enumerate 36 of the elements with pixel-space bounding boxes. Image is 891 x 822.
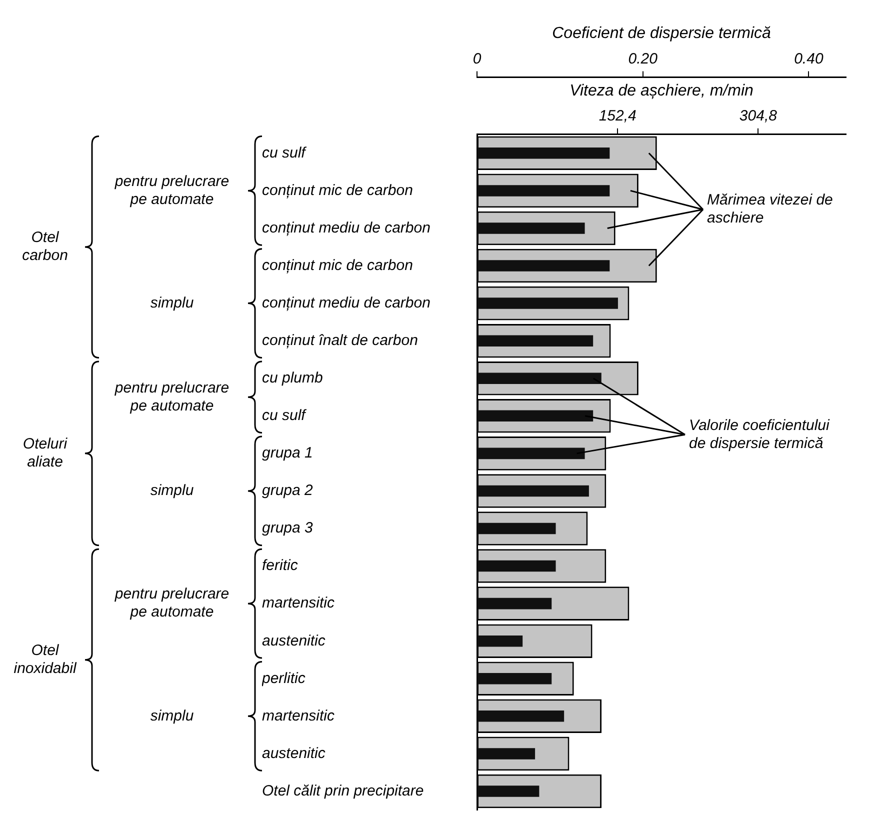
y-tick-label: conținut mediu de carbon xyxy=(262,294,430,312)
y-tick-label: martensitic xyxy=(262,594,336,612)
text: Oteluri aliate xyxy=(22,436,68,471)
text: Otel inoxidabil xyxy=(14,642,77,678)
text: simplu xyxy=(150,707,194,724)
y-tick-label: cu sulf xyxy=(262,407,308,424)
text: simplu xyxy=(150,294,194,312)
y-tick-label: conținut mediu de carbon xyxy=(262,219,430,236)
x2-tick-label: 0 xyxy=(472,50,482,68)
x-tick-label: 152,4 xyxy=(598,108,636,125)
annotation: Valorile coeficientului de dispersie termică xyxy=(689,416,830,452)
x-tick-label: 304,8 xyxy=(739,108,778,125)
y-tick-label: austenitic xyxy=(262,744,326,762)
y-tick-label: grupa 2 xyxy=(262,482,314,500)
y-tick-label: grupa 1 xyxy=(262,444,313,462)
y-tick-label: perlitic xyxy=(261,670,306,687)
annotation: Mărimea vitezei de aschiere xyxy=(707,192,833,227)
x2-axis-title: Coeficient de dispersie termică xyxy=(552,25,771,42)
y-tick-label: conținut mic de carbon xyxy=(262,182,413,199)
y-tick-label: conținut înalt de carbon xyxy=(262,332,418,350)
y-tick-label: grupa 3 xyxy=(262,520,314,537)
x2-tick-label: 0.40 xyxy=(794,50,824,68)
text: Otel carbon xyxy=(22,229,68,264)
text: simplu xyxy=(150,482,194,500)
text: pentru prelucrare pe automate xyxy=(114,172,230,208)
y-tick-label: martensitic xyxy=(262,707,336,724)
y-tick-label: Otel călit prin precipitare xyxy=(262,782,424,800)
y-tick-label: feritic xyxy=(262,557,298,574)
text: pentru prelucrare pe automate xyxy=(114,379,230,414)
y-tick-label: conținut mic de carbon xyxy=(262,256,413,274)
x2-tick-label: 0.20 xyxy=(628,50,658,68)
x-axis-title: Viteza de așchiere, m/min xyxy=(570,82,754,100)
y-tick-label: cu plumb xyxy=(262,370,323,387)
y-tick-label: austenitic xyxy=(262,632,326,650)
y-tick-label: cu sulf xyxy=(262,144,308,162)
text: pentru prelucrare pe automate xyxy=(114,586,230,621)
